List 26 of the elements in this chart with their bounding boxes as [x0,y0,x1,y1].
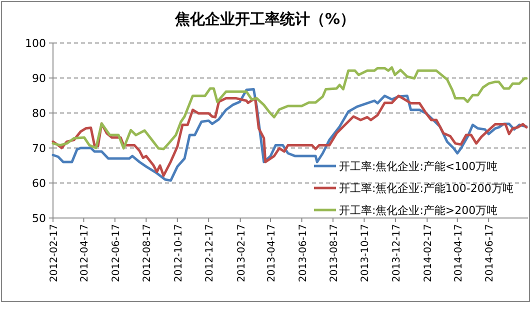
x-tick-label: 2013-08-17 [328,224,340,282]
y-tick-label: 90 [32,72,46,85]
x-tick-label: 2014-04-17 [453,224,464,282]
y-tick-label: 70 [32,142,46,155]
x-tick-label: 2012-02-17 [49,224,60,282]
legend-label: 开工率:焦化企业:产能>200万吨 [339,204,498,217]
x-tick-label: 2013-02-17 [236,224,248,282]
x-tick-label: 2012-04-17 [80,224,91,282]
x-tick-label: 2014-06-17 [484,224,496,282]
y-tick-label: 100 [25,37,46,50]
x-tick-label: 2012-08-17 [142,224,154,282]
x-tick-label: 2013-10-17 [360,224,372,282]
line-series [52,66,528,150]
legend-label: 开工率:焦化企业:产能<100万吨 [339,160,498,173]
x-tick-label: 2012-12-17 [204,224,216,282]
x-tick-label: 2013-04-17 [266,224,278,282]
x-tick-label: 2014-02-17 [423,224,434,282]
chart-title: 焦化企业开工率统计（%） [174,10,356,28]
x-tick-label: 2012-10-17 [173,224,184,282]
x-tick-label: 2012-06-17 [110,224,122,282]
x-tick-label: 2013-12-17 [391,224,402,282]
legend-label: 开工率:焦化企业:产能100-200万吨 [339,182,514,195]
x-tick-label: 2013-06-17 [298,224,309,282]
y-tick-label: 50 [32,212,46,225]
y-tick-label: 80 [32,107,46,120]
y-tick-label: 60 [32,177,46,190]
